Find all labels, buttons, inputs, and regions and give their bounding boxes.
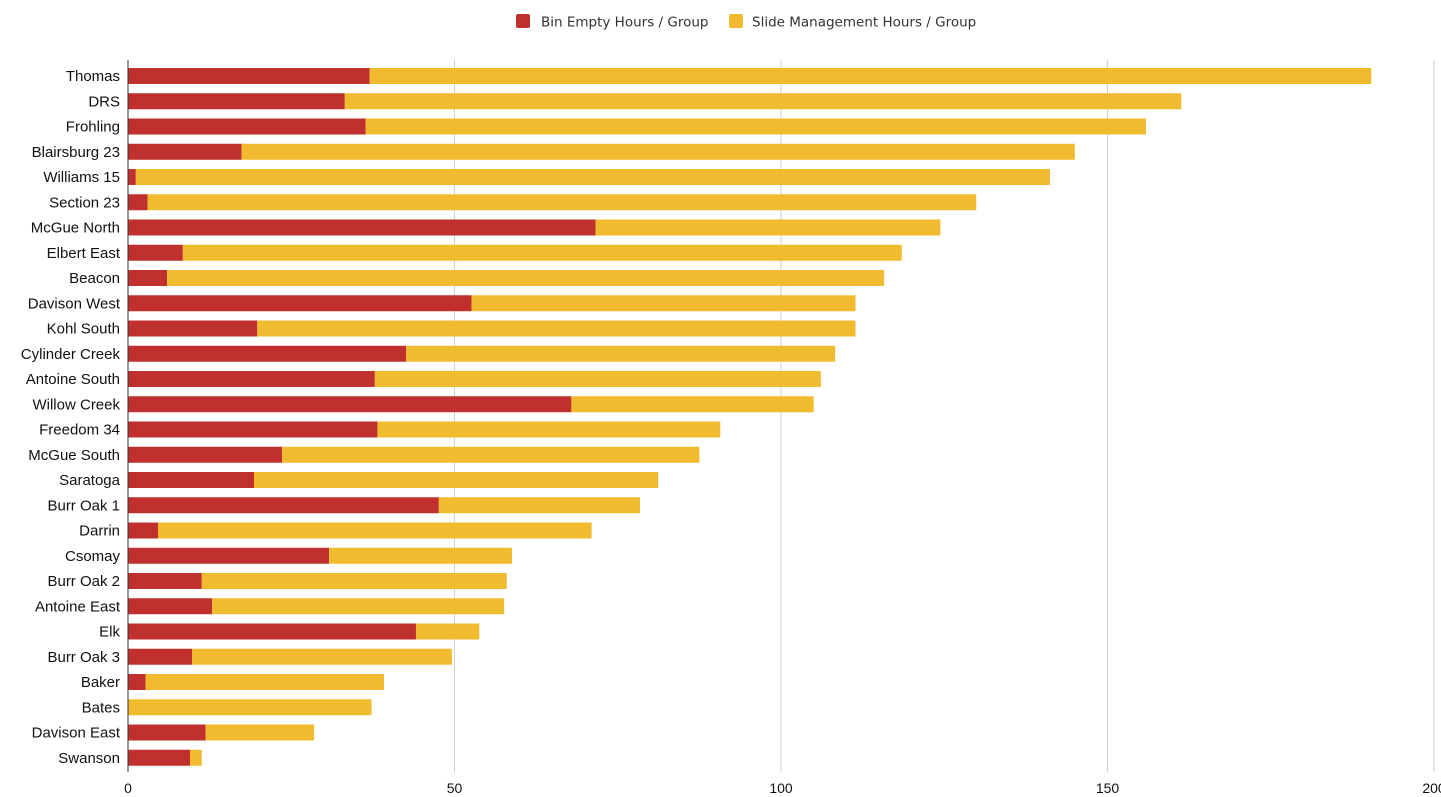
bar-bin-empty-24 [128,648,192,665]
legend-label-2: Slide Management Hours / Group [752,15,976,31]
category-label-20: Csomay [65,548,121,565]
bar-bin-empty-17 [128,472,255,488]
legend-swatch-2 [729,14,743,28]
bar-slide-management-17 [254,472,659,488]
category-label-3: Frohling [66,119,120,136]
bar-bin-empty-20 [128,547,330,564]
category-label-7: McGue North [31,220,120,237]
bar-slide-management-28 [190,749,202,766]
bar-bin-empty-21 [128,573,202,589]
bar-slide-management-2 [344,93,1182,110]
category-label-21: Burr Oak 2 [47,573,120,590]
bar-slide-management-19 [158,522,592,539]
bar-bin-empty-9 [128,270,168,286]
gridlines [454,60,1435,772]
bar-slide-management-22 [212,598,505,615]
category-label-17: Saratoga [59,472,121,489]
bar-slide-management-12 [406,345,836,362]
category-label-6: Section 23 [49,194,120,211]
category-label-14: Willow Creek [32,396,120,413]
bar-slide-management-27 [205,724,315,741]
category-label-28: Swanson [58,750,120,767]
bar-bin-empty-25 [128,674,146,690]
bar-bin-empty-2 [128,93,345,110]
x-tick-label-150: 150 [1096,780,1120,796]
category-label-25: Baker [81,674,120,691]
bar-slide-management-18 [438,497,640,514]
bar-bin-empty-8 [128,244,183,261]
x-tick-label-200: 200 [1422,780,1441,796]
bar-bin-empty-12 [128,345,407,362]
bar-bin-empty-15 [128,421,378,438]
legend: Bin Empty Hours / Group Slide Management … [516,14,976,31]
bar-bin-empty-18 [128,497,439,514]
bar-slide-management-6 [147,194,977,211]
bar-slide-management-26 [128,699,372,716]
bar-slide-management-23 [415,623,480,640]
category-label-19: Darrin [79,523,120,540]
bar-slide-management-20 [329,547,512,564]
bar-bin-empty-19 [128,522,159,539]
bar-bin-empty-28 [128,749,191,766]
bar-slide-management-3 [365,118,1147,135]
bar-bin-empty-11 [128,320,258,337]
category-label-1: Thomas [66,68,120,85]
bar-slide-management-9 [167,270,885,286]
bar-slide-management-11 [257,320,856,337]
bar-bin-empty-4 [128,143,242,160]
category-label-13: Antoine South [26,371,120,388]
bar-slide-management-1 [369,68,1372,84]
bar-bin-empty-5 [128,169,136,185]
bar-slide-management-15 [377,421,721,438]
bar-slide-management-10 [471,295,856,312]
bar-bin-empty-10 [128,295,472,312]
bar-slide-management-16 [282,446,700,463]
x-tick-label-100: 100 [769,780,793,796]
bar-bin-empty-22 [128,598,213,615]
legend-label-1: Bin Empty Hours / Group [541,15,708,31]
category-label-10: Davison West [28,295,121,312]
bar-slide-management-7 [595,219,941,236]
bar-bin-empty-7 [128,219,596,236]
category-label-11: Kohl South [47,321,120,338]
category-label-12: Cylinder Creek [21,346,121,363]
category-label-4: Blairsburg 23 [32,144,120,161]
bars [128,68,1372,766]
bar-bin-empty-27 [128,724,206,741]
bar-slide-management-13 [374,371,821,387]
bar-slide-management-4 [241,143,1075,160]
bar-slide-management-5 [135,169,1051,185]
category-label-24: Burr Oak 3 [47,649,120,666]
axes: 0 50 100 150 200 Thomas DRS Frohling Blairsburg … [21,60,1441,796]
category-label-22: Antoine East [35,598,121,615]
bar-bin-empty-23 [128,623,416,640]
category-label-8: Elbert East [47,245,121,262]
category-label-2: DRS [88,93,120,110]
bar-bin-empty-13 [128,371,375,387]
category-label-5: Williams 15 [43,169,120,186]
bar-slide-management-24 [191,648,452,665]
category-label-9: Beacon [69,270,120,287]
x-tick-label-0: 0 [124,780,132,796]
bar-bin-empty-1 [128,68,370,84]
category-label-23: Elk [99,624,120,641]
bar-slide-management-8 [182,244,902,261]
category-label-18: Burr Oak 1 [47,497,120,514]
bar-slide-management-25 [145,674,384,690]
bar-slide-management-21 [201,573,507,589]
x-tick-label-50: 50 [447,780,463,796]
category-label-15: Freedom 34 [39,422,120,439]
bar-slide-management-14 [571,396,814,413]
category-label-16: McGue South [28,447,120,464]
bar-bin-empty-3 [128,118,366,135]
bar-bin-empty-6 [128,194,148,211]
category-label-26: Bates [82,699,120,716]
bar-bin-empty-14 [128,396,572,413]
category-label-27: Davison East [32,725,121,742]
bar-bin-empty-16 [128,446,283,463]
legend-swatch-1 [516,14,530,28]
